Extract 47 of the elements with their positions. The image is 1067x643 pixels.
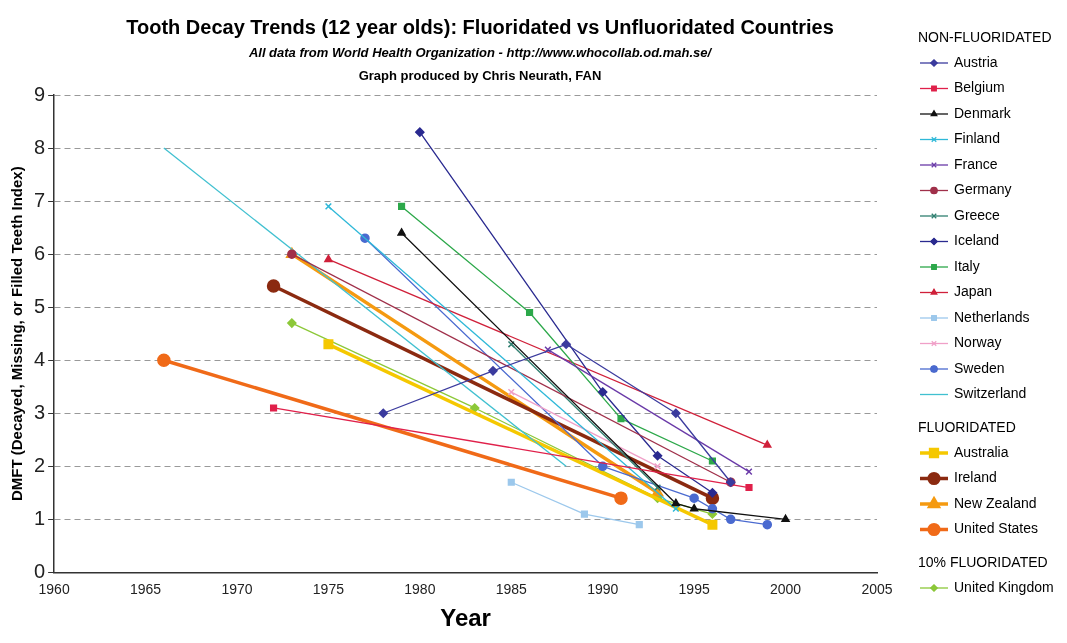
legend-label: Iceland <box>954 232 1000 249</box>
text: NON-FLUORIDATED <box>918 28 1052 45</box>
y-tick-label: 7 <box>34 188 46 211</box>
legend-label: Switzerland <box>954 385 1027 402</box>
x-tick-label: 2000 <box>769 580 802 597</box>
text: 10% FLUORIDATED <box>918 553 1048 570</box>
x-tick-label: 1960 <box>38 580 70 597</box>
y-tick-label: 4 <box>34 347 46 370</box>
x-tick-label: 1995 <box>678 580 710 597</box>
legend-label: Belgium <box>954 79 1005 96</box>
x-tick-label: 1985 <box>495 580 528 597</box>
text: FLUORIDATED <box>918 418 1016 435</box>
x-tick-label: 1975 <box>312 580 345 597</box>
x-tick-label: 1965 <box>129 580 162 597</box>
legend-label: Ireland <box>954 469 997 486</box>
y-tick-label: 9 <box>34 82 46 105</box>
x-tick-label: 1990 <box>587 580 619 597</box>
legend-label: Finland <box>954 130 1000 147</box>
y-tick-label: 2 <box>34 453 46 476</box>
legend-label: Italy <box>954 257 980 274</box>
legend-label: United Kingdom <box>954 578 1054 595</box>
legend-label: Sweden <box>954 359 1005 376</box>
y-axis-title: DMFT (Decayed, Missing, or Filled Teeth Index) <box>8 166 26 502</box>
x-tick-label: 1970 <box>221 580 253 597</box>
legend-label: Netherlands <box>954 308 1030 325</box>
y-tick-label: 8 <box>34 135 46 158</box>
y-tick-label: 0 <box>34 559 46 582</box>
chart-title: Tooth Decay Trends (12 year olds): Fluoridated vs Unfluoridated Countries <box>126 15 834 38</box>
y-tick-label: 3 <box>34 400 46 423</box>
chart-subtitle: All data from World Health Organization - http://www.whocollab.od.mah.se/ <box>247 44 713 60</box>
x-axis-title: Year <box>440 604 491 632</box>
legend-label: United States <box>954 520 1039 537</box>
y-tick-label: 5 <box>34 294 46 317</box>
legend-label: Japan <box>954 283 993 300</box>
text: Graph produced by Chris Neurath, FAN <box>358 67 602 83</box>
x-tick-label: 2005 <box>861 580 893 597</box>
legend-label: Germany <box>954 181 1012 198</box>
legend-label: France <box>954 155 998 172</box>
legend-label: Greece <box>954 206 1001 223</box>
legend-label: Norway <box>954 334 1002 351</box>
x-tick-label: 1980 <box>404 580 436 597</box>
y-tick-label: 6 <box>34 241 46 264</box>
legend-label: Australia <box>954 443 1009 460</box>
legend-label: Austria <box>954 53 998 70</box>
y-tick-label: 1 <box>34 506 46 529</box>
legend-label: New Zealand <box>954 494 1037 511</box>
legend-label: Denmark <box>954 104 1012 121</box>
